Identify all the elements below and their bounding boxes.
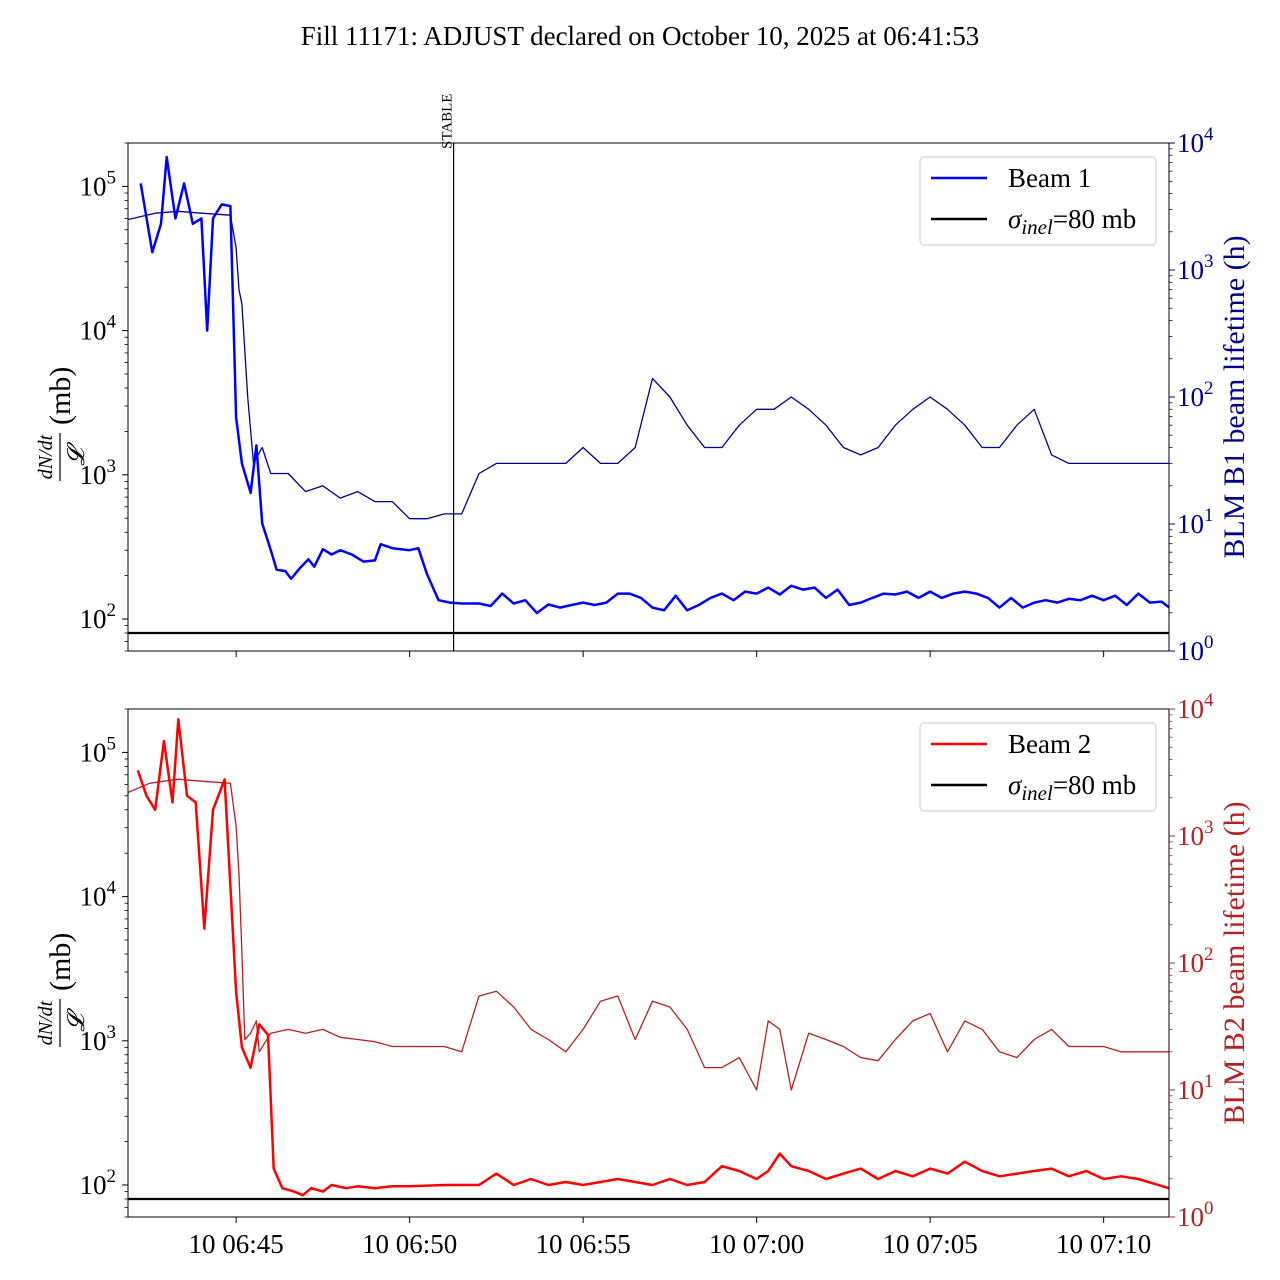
- y-axis-label-unit: (mb): [44, 933, 77, 991]
- plot-area: [128, 155, 1169, 635]
- y-axis-label-right: BLM B1 beam lifetime (h): [1218, 235, 1251, 558]
- x-tick-label: 10 06:55: [536, 1229, 631, 1259]
- y-tick-label-right: 104: [1177, 124, 1214, 158]
- y-axis-label-unit: (mb): [44, 367, 77, 425]
- y-tick-label-left: 102: [80, 1166, 117, 1200]
- legend-label: σinel=80 mb: [1008, 770, 1136, 805]
- y-tick-label-right: 100: [1177, 632, 1214, 666]
- y-axis-label-denominator: 𝓛: [64, 1008, 90, 1032]
- stable-marker-label: STABLE: [440, 94, 456, 149]
- series-line-blm-lifetime: [128, 778, 1169, 1091]
- x-tick-label: 10 06:45: [189, 1229, 284, 1259]
- y-tick-label-right: 101: [1177, 505, 1214, 539]
- y-tick-label-right: 103: [1177, 817, 1214, 851]
- figure-title: Fill 11171: ADJUST declared on October 1…: [301, 21, 979, 51]
- y-axis-label-left: dN/dt 𝓛 (mb): [35, 933, 90, 1047]
- x-tick-label: 10 07:05: [883, 1229, 978, 1259]
- plot-area: [128, 717, 1169, 1201]
- y-tick-label-left: 105: [80, 167, 117, 201]
- series-line-beam-2: [136, 717, 1169, 1197]
- y-tick-label-left: 105: [80, 733, 117, 767]
- legend-label: Beam 1: [1008, 163, 1091, 193]
- y-axis-label-left: dN/dt 𝓛 (mb): [35, 367, 90, 481]
- y-tick-label-right: 104: [1177, 690, 1214, 724]
- series-line-beam-1: [139, 155, 1169, 615]
- y-tick-label-left: 104: [80, 878, 117, 912]
- y-tick-label-left: 104: [80, 312, 117, 346]
- y-axis-label-right: BLM B2 beam lifetime (h): [1218, 801, 1251, 1124]
- y-tick-label-right: 100: [1177, 1198, 1214, 1232]
- legend: Beam 1 σinel=80 mb: [919, 156, 1157, 246]
- panel-beam1: STABLE 102 103 104 105 100 101 102 103 104 dN/dt 𝓛 (…: [35, 94, 1251, 666]
- series-line-blm-lifetime: [128, 210, 1169, 520]
- legend-label: Beam 2: [1008, 729, 1091, 759]
- x-tick-label: 10 06:50: [362, 1229, 457, 1259]
- panel-beam2: 10 06:45 10 06:50 10 06:55 10 07:00 10 07:05…: [35, 690, 1251, 1259]
- y-tick-label-left: 102: [80, 600, 117, 634]
- y-tick-label-right: 101: [1177, 1071, 1214, 1105]
- legend: Beam 2 σinel=80 mb: [919, 722, 1157, 812]
- x-tick-label: 10 07:10: [1056, 1229, 1151, 1259]
- y-tick-label-right: 102: [1177, 944, 1214, 978]
- y-tick-label-right: 102: [1177, 378, 1214, 412]
- y-tick-label-left: 103: [80, 1022, 117, 1056]
- y-tick-label-right: 103: [1177, 251, 1214, 285]
- legend-label: σinel=80 mb: [1008, 204, 1136, 239]
- y-axis-label-denominator: 𝓛: [64, 442, 90, 466]
- y-axis-label-numerator: dN/dt: [35, 1000, 57, 1045]
- x-tick-label: 10 07:00: [709, 1229, 804, 1259]
- y-tick-label-left: 103: [80, 456, 117, 490]
- y-axis-label-numerator: dN/dt: [35, 434, 57, 479]
